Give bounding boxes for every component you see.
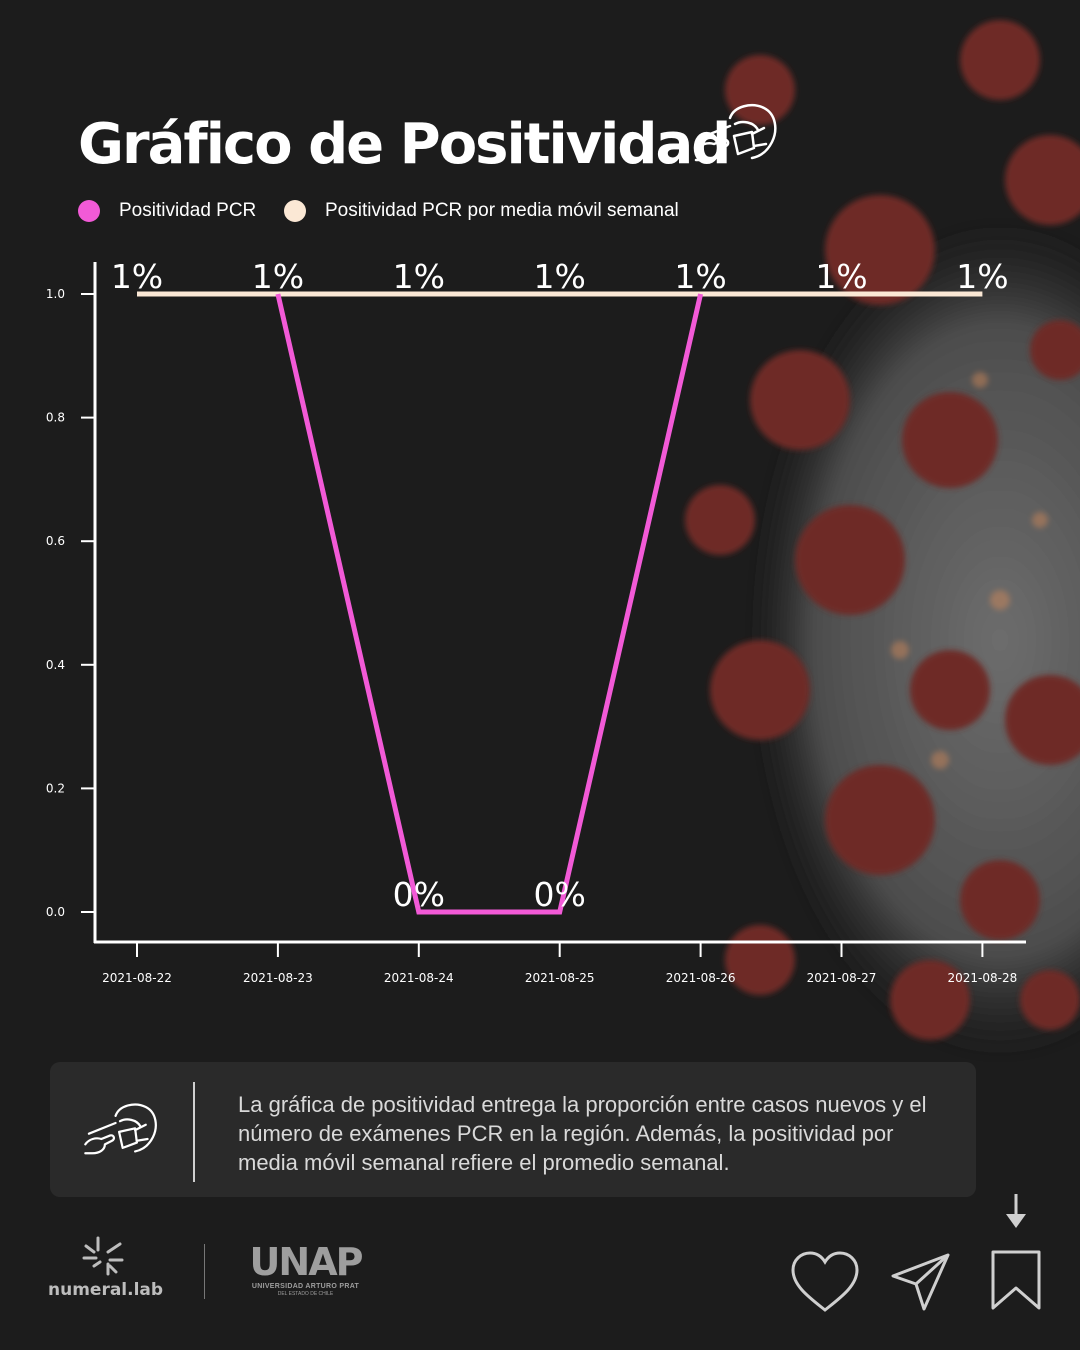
data-label: 0%	[534, 875, 586, 914]
legend-marker-moving-average	[284, 200, 306, 222]
data-label: 1%	[534, 257, 586, 296]
y-tick-label: 0.2	[46, 781, 65, 795]
x-tick-label: 2021-08-23	[243, 971, 313, 985]
numeral-lab-wordmark: numeral.lab	[48, 1280, 164, 1300]
numeral-lab-mark-icon	[82, 1236, 124, 1276]
legend-label-moving-average: Positividad PCR por media móvil semanal	[325, 200, 679, 221]
x-tick-label: 2021-08-28	[948, 971, 1018, 985]
footer-divider	[204, 1244, 205, 1299]
y-tick-label: 0.8	[46, 411, 65, 425]
y-tick-label: 1.0	[46, 287, 65, 301]
unap-wordmark: UNAP	[249, 1240, 364, 1284]
legend-marker-pcr	[78, 200, 100, 222]
arrow-down-icon	[1006, 1194, 1026, 1228]
pcr-swab-test-icon	[694, 104, 777, 162]
legend-item-moving-average: Positividad PCR por media móvil semanal	[284, 200, 679, 222]
data-label: 1%	[815, 257, 867, 296]
series-line-pcr	[275, 293, 704, 915]
data-label: 1%	[956, 257, 1008, 296]
data-label: 1%	[252, 257, 304, 296]
x-tick-label: 2021-08-24	[384, 971, 454, 985]
info-box: La gráfica de positividad entrega la pro…	[50, 1062, 976, 1197]
x-tick-label: 2021-08-22	[102, 971, 172, 985]
unap-subtitle-2: DEL ESTADO DE CHILE	[277, 1291, 334, 1297]
x-tick-label: 2021-08-26	[666, 971, 736, 985]
page-title: Gráfico de Positividad	[78, 112, 731, 177]
y-tick-label: 0.4	[46, 658, 65, 672]
send-icon[interactable]	[890, 1252, 952, 1312]
legend-item-pcr: Positividad PCR	[78, 200, 256, 222]
y-tick-label: 0.6	[46, 534, 65, 548]
legend-label-pcr: Positividad PCR	[119, 200, 257, 221]
bookmark-icon[interactable]	[991, 1250, 1041, 1310]
info-description: La gráfica de positividad entrega la pro…	[238, 1092, 927, 1175]
data-label: 0%	[393, 875, 445, 914]
unap-subtitle: UNIVERSIDAD ARTURO PRAT	[251, 1283, 360, 1290]
data-label: 1%	[674, 257, 726, 296]
unap-logo: UNAP UNIVERSIDAD ARTURO PRAT DEL ESTADO …	[248, 1240, 364, 1300]
x-tick-label: 2021-08-27	[807, 971, 877, 985]
data-label: 1%	[111, 257, 163, 296]
y-tick-label: 0.0	[46, 905, 65, 919]
pcr-swab-test-icon	[84, 1103, 157, 1155]
bookmark-with-arrow[interactable]	[990, 1190, 1042, 1314]
info-divider	[193, 1082, 195, 1182]
heart-icon[interactable]	[790, 1250, 860, 1314]
numeral-lab-logo: numeral.lab	[48, 1236, 164, 1306]
data-label: 1%	[393, 257, 445, 296]
x-tick-label: 2021-08-25	[525, 971, 595, 985]
